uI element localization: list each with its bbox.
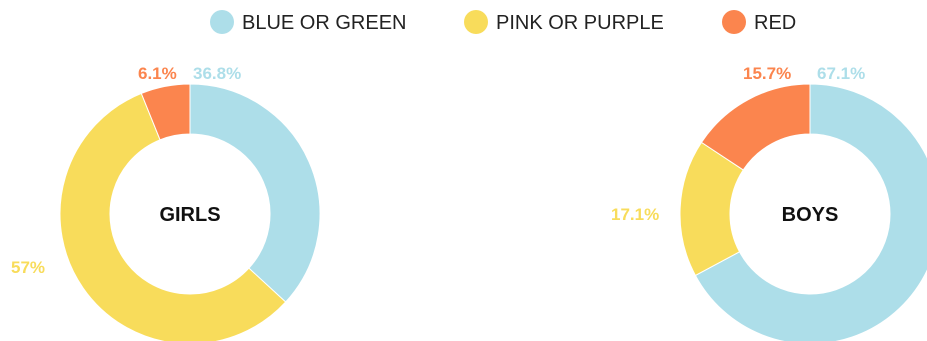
legend-item-pink-or-purple: PINK OR PURPLE: [464, 10, 664, 34]
girls-blue-or-green-pct-label: 36.8%: [193, 64, 241, 83]
legend-item-red: RED: [722, 10, 796, 34]
donut-boys-slices: [679, 83, 927, 341]
legend: BLUE OR GREEN PINK OR PURPLE RED: [210, 10, 796, 34]
boys-blue-or-green-pct-label: 67.1%: [817, 64, 865, 83]
boys-center-label: BOYS: [782, 204, 839, 226]
legend-label-red: RED: [754, 12, 796, 34]
girls-pink-or-purple-pct-label: 57%: [11, 258, 45, 277]
legend-label-blue-or-green: BLUE OR GREEN: [242, 12, 406, 34]
legend-swatch-red: [722, 10, 746, 34]
legend-swatch-pink-or-purple: [464, 10, 488, 34]
girls-center-label: GIRLS: [159, 204, 220, 226]
donut-girls: 36.8% 6.1% 57% GIRLS: [11, 64, 321, 341]
boys-red-pct-label: 15.7%: [743, 64, 791, 83]
girls-red-pct-label: 6.1%: [138, 64, 177, 83]
legend-item-blue-or-green: BLUE OR GREEN: [210, 10, 406, 34]
legend-label-pink-or-purple: PINK OR PURPLE: [496, 12, 664, 34]
donut-girls-slices: [59, 83, 321, 341]
boys-pink-or-purple-pct-label: 17.1%: [611, 205, 659, 224]
donut-boys: 67.1% 15.7% 17.1% BOYS: [611, 64, 927, 341]
legend-swatch-blue-or-green: [210, 10, 234, 34]
girls-donut-hole: [110, 134, 270, 294]
boys-donut-hole: [730, 134, 890, 294]
